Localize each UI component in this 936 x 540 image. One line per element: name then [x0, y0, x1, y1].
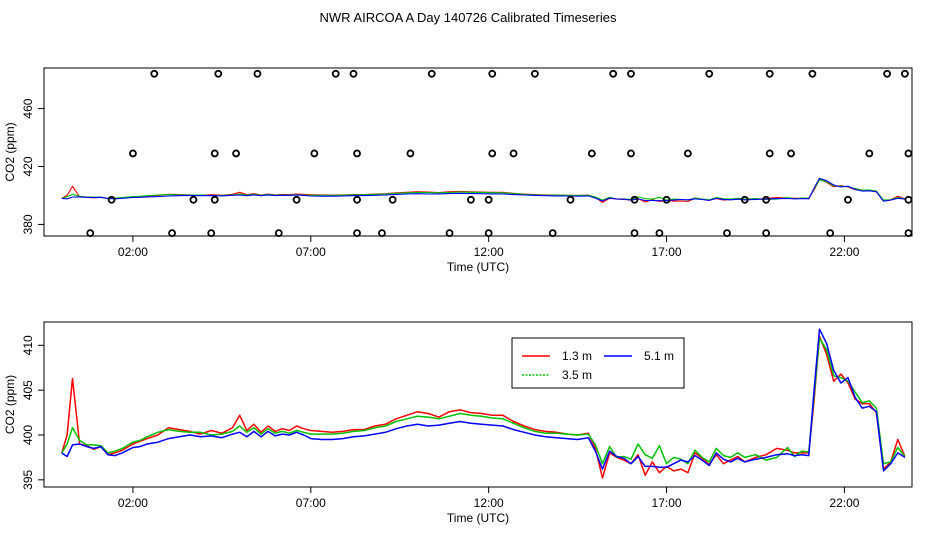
- y-tick-label: 400: [21, 425, 35, 445]
- legend: 1.3 m 3.5 m 5.1 m: [511, 337, 685, 389]
- calibration-marker: [762, 195, 771, 204]
- calibration-marker: [765, 149, 774, 158]
- x-tick-label: 12:00: [474, 496, 504, 510]
- series-line-5-1-mm: [61, 328, 906, 472]
- calibration-marker: [353, 149, 361, 158]
- calibration-marker: [378, 229, 386, 238]
- calibration-marker: [904, 195, 913, 204]
- x-tick-label: 17:00: [652, 496, 682, 510]
- calibration-marker: [883, 69, 891, 78]
- calibration-marker: [488, 149, 497, 158]
- bottom-panel: 02:00 07:00 12:00 17:00 22:00 Time (UTC) 395 40…: [3, 321, 913, 525]
- calibration-marker: [210, 195, 219, 204]
- top-panel: 02:00 07:00 12:00 17:00 22:00 Time (UTC) 380 42…: [3, 67, 913, 274]
- calibration-marker: [353, 195, 361, 204]
- y-tick-label: 410: [21, 335, 35, 355]
- calibration-marker: [787, 149, 795, 158]
- calibration-marker: [655, 229, 664, 238]
- calibration-marker: [168, 229, 176, 238]
- calibration-marker: [207, 229, 216, 238]
- calibration-marker: [232, 149, 240, 158]
- calibration-marker: [865, 149, 874, 158]
- calibration-marker: [904, 149, 913, 158]
- x-tick-label: 07:00: [296, 496, 326, 510]
- x-axis-label: Time (UTC): [447, 511, 509, 525]
- calibration-marker: [609, 69, 618, 78]
- calibration-marker: [388, 195, 397, 204]
- calibration-marker: [353, 229, 361, 238]
- calibration-marker: [189, 195, 198, 204]
- calibration-marker: [900, 69, 909, 78]
- y-tick-label: 405: [21, 380, 35, 400]
- x-tick-label: 02:00: [118, 245, 148, 259]
- calibration-marker: [705, 69, 714, 78]
- x-tick-label: 12:00: [474, 245, 504, 259]
- calibration-marker: [484, 195, 493, 204]
- legend-label: 5.1 m: [644, 349, 674, 363]
- calibration-marker: [762, 229, 771, 238]
- calibration-marker: [427, 69, 436, 78]
- calibration-marker: [765, 69, 774, 78]
- series-line-3-5-mm: [61, 179, 906, 201]
- calibration-marker: [627, 149, 635, 158]
- x-tick-label: 02:00: [118, 496, 148, 510]
- calibration-marker: [349, 69, 358, 78]
- calibration-marker: [86, 229, 95, 238]
- calibration-marker: [723, 229, 731, 238]
- series-line-3-5-mm: [61, 337, 906, 465]
- legend-label: 3.5 m: [562, 368, 592, 382]
- y-axis-label: CO2 (ppm): [3, 375, 17, 434]
- x-axis-label: Time (UTC): [447, 260, 509, 274]
- x-tick-label: 07:00: [296, 245, 326, 259]
- plot-frame: [43, 67, 913, 237]
- calibration-marker: [531, 69, 539, 78]
- calibration-marker: [627, 69, 635, 78]
- calibration-marker: [509, 149, 518, 158]
- calibration-marker: [808, 69, 817, 78]
- y-tick-label: 380: [21, 214, 35, 234]
- calibration-marker: [630, 195, 639, 204]
- calibration-marker: [548, 229, 557, 238]
- calibration-marker: [683, 149, 692, 158]
- calibration-marker: [214, 69, 223, 78]
- y-tick-label: 420: [21, 156, 35, 176]
- calibration-marker: [904, 229, 913, 238]
- y-axis-label: CO2 (ppm): [3, 122, 17, 181]
- legend-box: [511, 337, 685, 389]
- calibration-marker: [484, 229, 493, 238]
- calibration-marker: [310, 149, 319, 158]
- calibration-marker: [445, 229, 454, 238]
- calibration-marker: [740, 195, 749, 204]
- calibration-marker: [488, 69, 497, 78]
- y-tick-label: 460: [21, 98, 35, 118]
- y-tick-label: 395: [21, 469, 35, 489]
- calibration-marker: [150, 69, 159, 78]
- calibration-marker: [826, 229, 835, 238]
- calibration-marker: [566, 195, 575, 204]
- x-tick-label: 22:00: [829, 245, 859, 259]
- plot-frame: [43, 321, 913, 488]
- legend-label: 1.3 m: [562, 349, 592, 363]
- calibration-marker: [662, 195, 671, 204]
- calibration-marker: [129, 149, 137, 158]
- calibration-marker: [292, 195, 301, 204]
- calibration-marker: [844, 195, 852, 204]
- calibration-marker: [253, 69, 262, 78]
- calibration-marker: [466, 195, 475, 204]
- calibration-marker: [587, 149, 596, 158]
- series-line-5-1-mm: [61, 177, 905, 202]
- calibration-marker: [630, 229, 639, 238]
- calibration-marker: [406, 149, 415, 158]
- x-tick-label: 17:00: [652, 245, 682, 259]
- figure-title: NWR AIRCOA A Day 140726 Calibrated Times…: [320, 10, 617, 25]
- calibration-marker: [274, 229, 283, 238]
- calibration-marker: [107, 195, 116, 204]
- calibration-marker: [210, 149, 219, 158]
- x-tick-label: 22:00: [829, 496, 859, 510]
- calibration-marker: [331, 69, 340, 78]
